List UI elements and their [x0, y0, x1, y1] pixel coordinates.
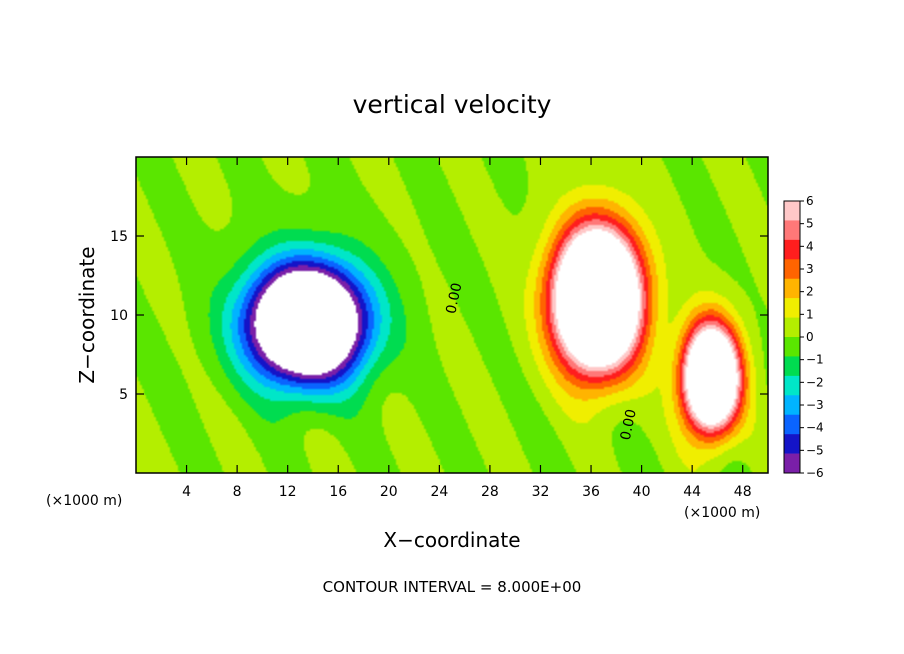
colorbar: 6 5 4 3 2 1 0 −1 −2 −3 −4 −5 −6	[783, 194, 824, 480]
x-axis-label: X−coordinate	[383, 528, 520, 552]
colorbar-segment	[784, 259, 800, 280]
x-axis-unit-left: (×1000 m)	[46, 493, 122, 509]
colorbar-segment	[784, 317, 800, 338]
colorbar-tick-label: −1	[806, 353, 824, 367]
colorbar-tick-label: −5	[806, 443, 824, 457]
contour-label: 0.00	[618, 408, 640, 442]
colorbar-tick-label: 0	[806, 330, 814, 344]
colorbar-segment	[784, 375, 800, 396]
colorbar-segment	[784, 453, 800, 474]
colorbar-tick-label: 2	[806, 285, 814, 299]
x-tick-label: 48	[734, 484, 752, 500]
y-axis-ticks: 5 10 15	[110, 229, 768, 403]
x-axis-ticks: 4 8 12 16 20 24 28 32 36 40 44 48	[182, 157, 752, 500]
colorbar-tick-label: −3	[806, 398, 824, 412]
x-tick-label: 24	[430, 484, 448, 500]
x-tick-label: 40	[633, 484, 651, 500]
y-tick-label: 5	[119, 387, 128, 403]
x-tick-label: 32	[532, 484, 550, 500]
colorbar-tick-label: −4	[806, 421, 824, 435]
x-tick-label: 28	[481, 484, 499, 500]
y-tick-label: 15	[110, 229, 128, 245]
colorbar-tick-label: 5	[806, 217, 814, 231]
colorbar-tick-label: 6	[806, 194, 814, 208]
x-tick-label: 20	[380, 484, 398, 500]
colorbar-segment	[784, 414, 800, 435]
x-tick-label: 16	[329, 484, 347, 500]
x-tick-label: 8	[233, 484, 242, 500]
x-tick-label: 44	[683, 484, 701, 500]
colorbar-tick-label: −6	[806, 466, 824, 480]
y-tick-label: 10	[110, 308, 128, 324]
y-axis-label: Z−coordinate	[75, 246, 99, 383]
contour-labels: 0.00 0.00	[443, 281, 640, 441]
plot-area	[135, 156, 769, 474]
contour-label: 0.00	[443, 281, 465, 315]
velocity-heatmap	[136, 157, 768, 473]
colorbar-tick-label: −2	[806, 375, 824, 389]
x-axis-unit-right: (×1000 m)	[684, 505, 760, 521]
chart-title: vertical velocity	[353, 90, 552, 119]
x-tick-label: 12	[279, 484, 297, 500]
colorbar-segment	[784, 434, 800, 454]
x-tick-label: 36	[582, 484, 600, 500]
colorbar-segment	[784, 356, 800, 377]
colorbar-segment	[784, 201, 800, 221]
colorbar-tick-label: 4	[806, 239, 814, 253]
colorbar-segment	[784, 395, 800, 416]
colorbar-segment	[784, 337, 800, 357]
colorbar-tick-label: 1	[806, 307, 814, 321]
colorbar-segment	[784, 220, 800, 241]
colorbar-segment	[784, 278, 800, 299]
colorbar-tick-label: 3	[806, 262, 814, 276]
contour-interval-note: CONTOUR INTERVAL = 8.000E+00	[323, 578, 582, 596]
colorbar-segment	[784, 298, 800, 318]
x-tick-label: 4	[182, 484, 191, 500]
colorbar-segment	[784, 239, 800, 260]
